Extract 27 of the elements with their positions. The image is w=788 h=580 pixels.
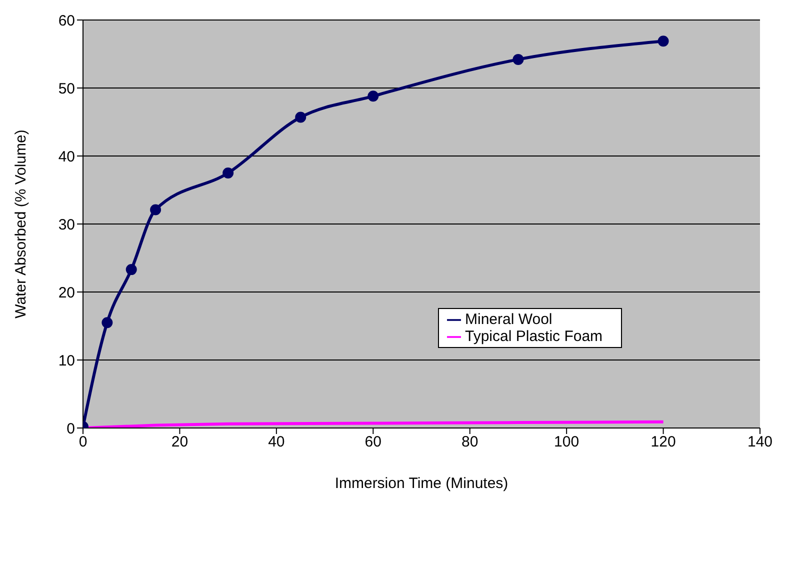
point xyxy=(295,112,306,123)
y-tick-label: 30 xyxy=(58,216,75,234)
point xyxy=(150,204,162,216)
y-axis-title: Water Absorbed (% Volume) xyxy=(12,130,30,318)
y-tick-label: 60 xyxy=(58,12,75,30)
point xyxy=(126,264,137,276)
point xyxy=(222,168,234,178)
x-tick-label: 60 xyxy=(364,434,382,451)
legend-label: Typical Plastic Foam xyxy=(465,328,603,345)
legend-label: Mineral Wool xyxy=(465,311,552,328)
x-tick-label: 100 xyxy=(554,434,580,451)
point xyxy=(102,317,113,328)
x-tick-label: 140 xyxy=(747,434,773,451)
y-tick-label: 0 xyxy=(66,420,75,438)
y-tick-label: 40 xyxy=(58,148,75,166)
point xyxy=(368,90,379,102)
x-tick-label: 40 xyxy=(268,434,285,451)
x-axis-title: Immersion Time (Minutes) xyxy=(334,475,508,492)
point xyxy=(512,54,524,65)
y-tick-label: 50 xyxy=(58,80,75,98)
y-tick-label: 20 xyxy=(58,284,75,302)
point xyxy=(658,36,669,47)
x-tick-label: 0 xyxy=(78,434,88,451)
y-tick-label: 10 xyxy=(58,352,75,370)
x-tick-label: 20 xyxy=(171,434,188,451)
x-tick-label: 80 xyxy=(462,434,478,451)
x-tick-label: 120 xyxy=(650,434,676,451)
